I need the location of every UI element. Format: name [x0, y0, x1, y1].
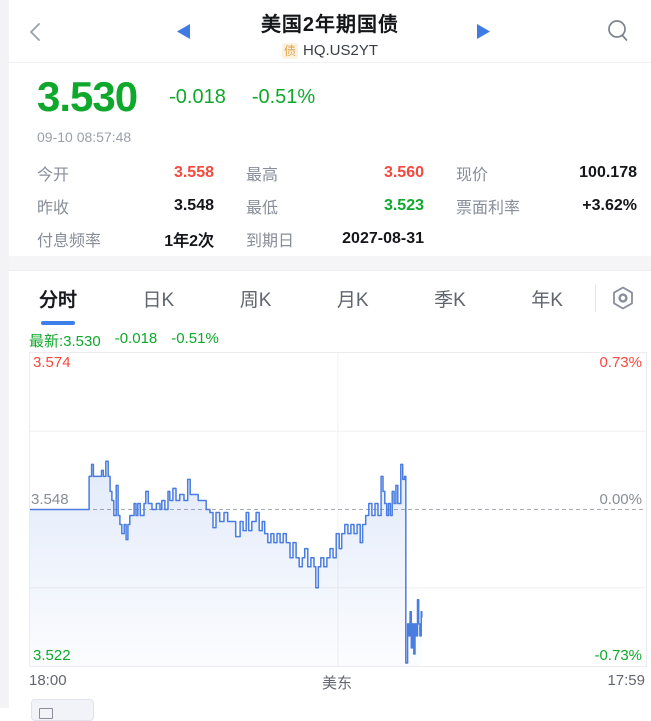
- stat-cell: 付息频率 1年2次: [37, 227, 214, 251]
- stat-label: 昨收: [37, 199, 70, 217]
- stat-cell: 今开 3.558: [37, 161, 214, 185]
- search-button[interactable]: [605, 18, 631, 44]
- page-left-gutter: [0, 0, 9, 708]
- stats-row: 付息频率 1年2次 到期日 2027-08-31: [37, 222, 637, 255]
- stat-value: 3.558: [173, 163, 214, 181]
- latest-change-pct: -0.51%: [171, 330, 219, 347]
- settings-icon: [613, 286, 633, 310]
- stat-value: 2027-08-31: [342, 229, 424, 247]
- quote-summary: 3.530 -0.018 -0.51% 09-10 08:57:48: [37, 73, 316, 146]
- chevron-left-icon: [30, 23, 40, 41]
- stats-grid: 今开 3.558 最高 3.560 现价 100.178 昨收 3.548 最低 3.523 票面利…: [37, 156, 637, 255]
- stat-cell: 票面利率 +3.62%: [456, 194, 637, 218]
- stat-cell: 昨收 3.548: [37, 194, 214, 218]
- tab-分时[interactable]: 分时: [37, 281, 79, 325]
- tab-日K[interactable]: 日K: [142, 289, 175, 311]
- last-price: 3.530: [37, 73, 138, 120]
- x-axis-end: 17:59: [607, 672, 645, 689]
- overlay-chip-button[interactable]: [31, 699, 94, 721]
- period-tabbar: 分时 日K 周K 月K 季K 年K: [9, 270, 651, 325]
- stat-cell: 到期日 2027-08-31: [246, 227, 424, 251]
- active-tab-underline: [41, 320, 75, 325]
- prev-security-button[interactable]: [177, 24, 193, 40]
- y-min-label: 3.522: [33, 647, 71, 664]
- stat-value: 3.560: [383, 163, 424, 181]
- x-axis-timezone: 美东: [321, 675, 352, 692]
- latest-price: 最新:3.530: [29, 333, 101, 350]
- quote-timestamp: 09-10 08:57:48: [37, 129, 132, 145]
- stat-label: 现价: [456, 166, 489, 184]
- stat-label: 付息频率: [37, 232, 102, 250]
- stat-label: 最低: [246, 199, 279, 217]
- security-code: HQ.US2YT: [302, 42, 378, 59]
- stat-value: 100.178: [579, 163, 637, 181]
- tab-季K[interactable]: 季K: [434, 289, 466, 311]
- y-mid-label: 3.548: [31, 490, 69, 508]
- page-title: 美国2年期国债: [260, 14, 400, 36]
- tab-年K[interactable]: 年K: [531, 289, 563, 311]
- header: 美国2年期国债 债 HQ.US2YT: [9, 0, 651, 63]
- bond-type-badge: 债: [281, 42, 298, 59]
- tab-周K[interactable]: 周K: [239, 289, 272, 311]
- next-security-button[interactable]: [477, 24, 493, 40]
- stat-value: 3.548: [173, 196, 214, 214]
- mini-chart-icon: [39, 707, 53, 719]
- latest-info-bar: 最新:3.530 -0.018 -0.51%: [29, 330, 219, 351]
- stat-cell: 最高 3.560: [246, 161, 424, 185]
- period-tabs: 分时 日K 周K 月K 季K 年K: [37, 271, 565, 325]
- chart-settings-button[interactable]: [609, 284, 637, 312]
- pct-mid-label: 0.00%: [599, 490, 642, 508]
- y-max-label: 3.574: [33, 354, 71, 371]
- title-block: 美国2年期国债 债 HQ.US2YT: [9, 8, 651, 59]
- triangle-left-icon: [177, 24, 190, 39]
- x-axis: 18:00 美东 17:59: [29, 672, 645, 693]
- stat-value: +3.62%: [582, 196, 637, 214]
- stat-label: 票面利率: [456, 199, 521, 217]
- tabbar-separator: [595, 284, 596, 312]
- stat-cell: 现价 100.178: [456, 161, 637, 185]
- stat-cell: 最低 3.523: [246, 194, 424, 218]
- pct-max-label: 0.73%: [599, 354, 642, 371]
- pct-min-label: -0.73%: [594, 647, 642, 664]
- search-icon: [608, 20, 628, 41]
- stats-row: 今开 3.558 最高 3.560 现价 100.178: [37, 156, 637, 189]
- stat-label: 到期日: [246, 232, 295, 250]
- stat-label: 最高: [246, 166, 279, 184]
- price-change: -0.018: [169, 85, 226, 108]
- price-change-pct: -0.51%: [251, 85, 316, 108]
- latest-change: -0.018: [114, 330, 158, 347]
- stat-value: 1年2次: [164, 232, 214, 250]
- chart-canvas[interactable]: [30, 353, 646, 666]
- back-button[interactable]: [23, 20, 47, 44]
- stat-value: 3.523: [383, 196, 424, 214]
- section-divider: [0, 256, 651, 270]
- tab-月K[interactable]: 月K: [336, 289, 369, 311]
- stat-label: 今开: [37, 166, 70, 184]
- stats-row: 昨收 3.548 最低 3.523 票面利率 +3.62%: [37, 189, 637, 222]
- triangle-right-icon: [477, 24, 490, 39]
- x-axis-start: 18:00: [29, 672, 67, 689]
- intraday-chart[interactable]: 3.574 0.73% 3.548 0.00% 3.522 -0.73%: [29, 352, 647, 667]
